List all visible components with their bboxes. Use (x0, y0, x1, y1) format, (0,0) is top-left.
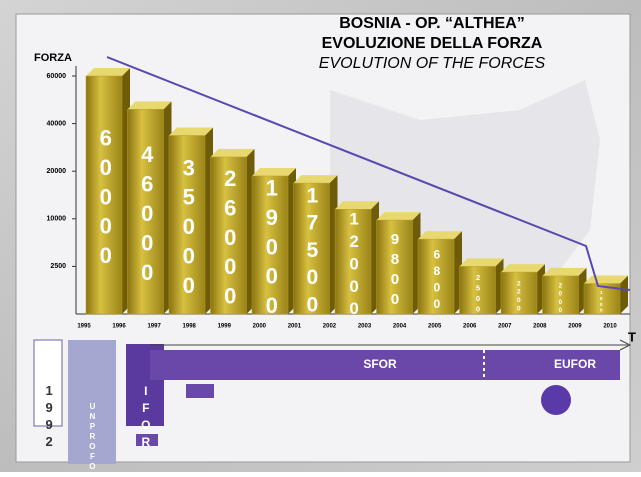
x-tick-label: 2006 (463, 324, 477, 330)
subtitle: EVOLUTION OF THE FORCES (319, 55, 546, 72)
bar-top (501, 264, 545, 273)
x-tick-label: 2010 (603, 324, 617, 330)
x-tick-label: 1999 (218, 324, 232, 330)
bar-top (418, 231, 462, 240)
bar-top (127, 101, 172, 110)
title-line: BOSNIA - OP. “ALTHEA” (339, 15, 525, 32)
bar-value-label: 26000 (218, 166, 243, 313)
y-tick-label: 2500 (50, 263, 66, 270)
bar (417, 238, 455, 315)
bar-value-label: 19000 (259, 175, 284, 322)
bar-group: 9800 (376, 212, 421, 315)
start-year-digit: 9 (42, 417, 57, 434)
bar-group: 2500 (459, 258, 504, 315)
bar-value-label: 2500 (473, 273, 482, 315)
bar-value-label: 60000 (93, 126, 118, 273)
start-box (33, 339, 63, 427)
bar-value-label: 2000 (557, 282, 564, 315)
bar (85, 75, 123, 315)
time-axis-label: T (628, 329, 636, 344)
bar (542, 275, 579, 315)
bar-top (459, 258, 504, 267)
title-line: EVOLUZIONE DELLA FORZA (322, 35, 543, 52)
bar-top (252, 167, 296, 176)
bar (459, 266, 496, 315)
y-tick-label: 10000 (47, 216, 67, 223)
bar-top (542, 267, 587, 276)
bar (293, 182, 330, 315)
bar-value-label: 35000 (176, 155, 201, 302)
x-tick-label: 2001 (288, 324, 302, 330)
bar-top (169, 127, 213, 136)
eufor-marker (541, 385, 571, 415)
unprofor-box (68, 340, 116, 464)
start-year-digit: 9 (42, 400, 57, 417)
bar-side (620, 275, 628, 314)
marker (136, 434, 158, 446)
bar-value-label: 17500 (301, 184, 324, 320)
y-tick-label: 60000 (47, 73, 67, 80)
bar (334, 209, 372, 315)
bar (251, 175, 289, 315)
x-tick-label: 1996 (112, 324, 126, 330)
bar-group: 2000 (542, 267, 587, 315)
x-tick-label: 2005 (428, 324, 442, 330)
start-year-digit: 2 (42, 434, 57, 451)
bar-top (335, 201, 379, 210)
bar-top (376, 212, 421, 221)
x-tick-label: 2003 (358, 324, 372, 330)
x-tick-label: 2009 (568, 324, 582, 330)
mission-label: SFOR (363, 357, 397, 371)
x-tick-label: 2004 (393, 324, 407, 330)
y-axis-label: FORZA (34, 52, 72, 64)
bar (127, 109, 164, 315)
bar-group: 1600 (583, 275, 628, 315)
y-tick-label: 20000 (47, 168, 67, 175)
x-tick-label: 2002 (323, 324, 337, 330)
x-tick-label: 1997 (147, 324, 161, 330)
start-year-digit: 1 (42, 383, 57, 400)
marker (186, 384, 214, 398)
x-tick-label: 2000 (253, 324, 267, 330)
bar-group: 17500 (293, 175, 338, 321)
bar-group: 46000 (127, 101, 172, 315)
bars: 60000 46000 35000 26000 19000 17500 12000 9800 6… (85, 68, 628, 322)
x-tick-label: 1995 (77, 324, 91, 330)
bar (168, 135, 206, 315)
bar (583, 283, 621, 315)
x-tick-label: 2007 (498, 324, 512, 330)
time-arrow (150, 339, 632, 351)
x-tick-label: 2008 (533, 324, 547, 330)
bar-value-label: 2200 (515, 280, 522, 313)
trend-line (106, 56, 631, 291)
mission-label: EUFOR (554, 357, 596, 371)
bar (376, 219, 413, 315)
bar-group: 19000 (251, 167, 296, 322)
bar (210, 156, 247, 315)
bar-top (86, 68, 130, 76)
mission-label: IFOR (139, 384, 153, 452)
bar-value-label: 12000 (345, 210, 364, 322)
mission-label: UNPROFOR (88, 402, 97, 472)
bar-top (210, 148, 255, 157)
bar-value-label: 46000 (135, 142, 160, 289)
x-tick-label: 1998 (183, 324, 197, 330)
bar-group: 2200 (500, 264, 545, 315)
y-tick-label: 40000 (47, 120, 67, 127)
bar-value-label: 1600 (599, 290, 604, 315)
bar-group: 6800 (417, 231, 462, 315)
bar-value-label: 6800 (430, 248, 444, 314)
bar-value-label: 9800 (387, 231, 404, 311)
bar-group: 60000 (85, 68, 130, 315)
bar (500, 271, 538, 315)
bar-group: 12000 (334, 201, 379, 322)
bar-top (293, 175, 338, 184)
bar-group: 26000 (210, 148, 255, 315)
bar-group: 35000 (168, 127, 213, 315)
sfor-eufor-bar (150, 350, 620, 380)
